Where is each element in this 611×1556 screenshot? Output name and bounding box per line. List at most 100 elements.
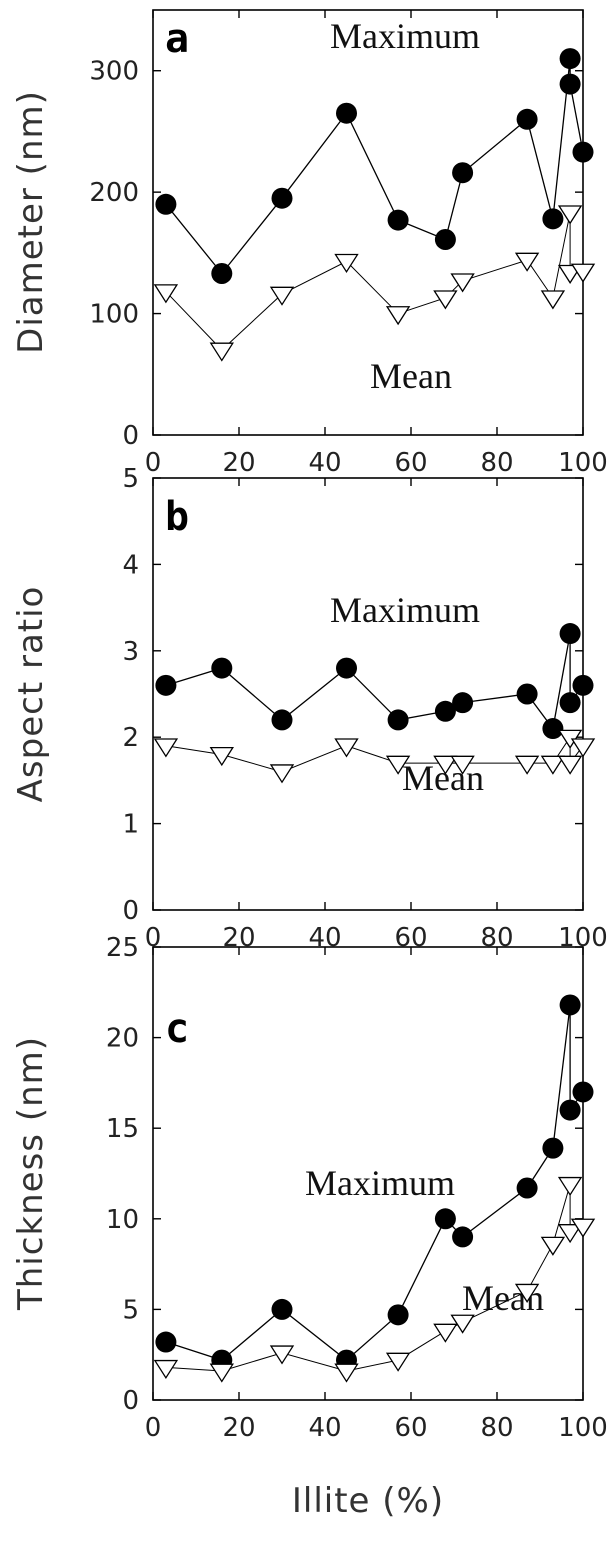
maximum-data-point [572,141,594,163]
mean-data-point [153,284,179,304]
mean-data-point [433,290,458,310]
mean-data-point [433,1323,458,1343]
maximum-data-point [559,623,581,645]
maximum-series-line [165,633,584,731]
maximum-data-point [271,709,293,731]
mean-data-point [209,747,234,767]
maximum-data-point [452,1226,474,1248]
x-tick-label: 0 [145,448,162,478]
maximum-data-point [271,187,293,209]
mean-data-point [385,755,411,775]
maximum-data-point [559,48,581,70]
maximum-data-point [155,193,177,215]
maximum-data-point [559,73,581,95]
x-tick-label: 20 [222,448,255,478]
mean-data-point [514,252,540,272]
x-tick-label: 100 [558,448,608,478]
maximum-data-point [387,209,409,231]
maximum-data-point [559,692,581,714]
mean-data-point [153,738,179,758]
panel-letter: c [165,1006,189,1052]
mean-data-point [570,263,596,283]
maximum-data-point [452,692,474,714]
plot-frame [152,946,584,1401]
maximum-data-point [516,1177,538,1199]
mean-data-point [269,286,295,306]
mean-data-point [153,1359,179,1380]
x-tick-label: 80 [480,448,513,478]
mean-data-point [450,273,475,293]
mean-data-point [514,755,540,775]
x-tick-label: 80 [480,1413,513,1443]
maximum-data-point [211,263,233,284]
mean-data-point [570,1218,596,1238]
maximum-data-point [211,657,233,679]
maximum-data-point [516,683,538,705]
maximum-data-point [542,718,564,740]
y-axis-label: Diameter (nm) [11,90,51,354]
y-tick-label: 25 [106,933,139,963]
mean-data-point [209,342,234,362]
y-tick-label: 0 [122,896,139,926]
maximum-data-point [559,1099,581,1121]
y-tick-label: 1 [122,810,139,840]
y-axis-label: Thickness (nm) [11,1036,51,1311]
mean-data-point [540,755,566,775]
x-axis-label: Illite (%) [292,1481,444,1521]
maximum-data-point [516,108,538,130]
mean-data-point [557,205,583,225]
maximum-data-point [559,994,581,1016]
y-tick-label: 20 [106,1024,139,1054]
x-tick-label: 60 [394,1413,427,1443]
mean-data-point [540,290,566,310]
x-tick-label: 100 [558,1413,608,1443]
panel-a: 0 20 40 60 80 100 0 100 200 300 Diameter (nm) a Maxi… [11,9,608,478]
y-tick-label: 0 [122,421,139,451]
y-tick-label: 0 [122,1386,139,1416]
maximum-data-point [434,229,456,250]
y-tick-label: 4 [122,550,139,580]
x-tick-label: 0 [145,923,162,953]
mean-data-point [540,1236,566,1256]
x-tick-label: 40 [308,1413,341,1443]
mean-data-point [433,755,458,775]
maximum-data-point [434,1208,456,1230]
panel-letter: a [165,16,189,62]
mean-data-point [385,306,411,326]
mean-data-point [570,738,596,758]
x-tick-label: 0 [145,1413,162,1443]
y-tick-label: 2 [122,723,139,753]
y-tick-label: 5 [122,464,139,494]
maximum-data-point [387,709,409,731]
mean-data-point [334,1363,359,1383]
maximum-data-point [155,674,177,696]
plot-frame [152,9,584,436]
mean-data-point [557,1224,583,1244]
mean-data-point [269,764,295,784]
maximum-series-line [165,1004,584,1361]
x-tick-label: 60 [394,448,427,478]
maximum-data-point [542,208,564,230]
mean-data-point [334,738,359,758]
y-axis-label: Aspect ratio [11,586,51,803]
y-tick-label: 15 [106,1114,139,1144]
y-tick-label: 5 [122,1295,139,1325]
y-tick-label: 3 [122,637,139,667]
mean-data-point [450,755,475,775]
panel-c: 0 20 40 60 80 100 0 5 10 15 20 25 Thickness (nm) c Max… [11,933,608,1521]
mean-data-point [514,1283,540,1303]
maximum-label: Maximum [330,590,480,630]
maximum-label: Maximum [330,16,480,56]
mean-data-point [557,755,583,775]
maximum-series-line [165,58,584,275]
x-tick-label: 40 [308,448,341,478]
maximum-data-point [336,102,357,124]
mean-data-point [557,1176,583,1197]
maximum-data-point [434,700,456,722]
mean-data-point [334,253,359,274]
maximum-data-point [542,1137,564,1159]
maximum-data-point [572,674,594,696]
mean-label: Mean [370,356,452,396]
